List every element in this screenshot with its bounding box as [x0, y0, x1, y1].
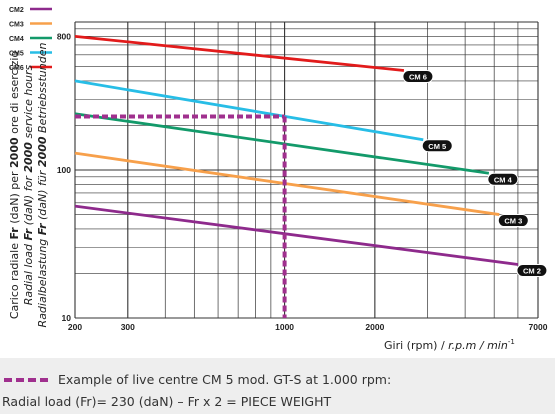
caption-panel: Example of live centre CM 5 mod. GT-S at… — [0, 358, 555, 414]
x-tick-label: 200 — [68, 322, 82, 332]
series-line-cm2 — [74, 204, 519, 266]
x-tick-label: 1000 — [275, 322, 294, 332]
series-tag-cm6 — [402, 70, 434, 84]
example-dash-icon — [4, 378, 48, 382]
series-tag-label: CM 5 — [428, 142, 446, 151]
legend-label: CM5 — [9, 51, 24, 58]
chart-area: 200 300 1000 2000 7000 10 100 800 CM 6 CM 5 CM 4 CM… — [8, 7, 548, 352]
x-tick-label: 7000 — [529, 322, 548, 332]
y-axis-label-line: Radialbelastung Fr (daN) für 2000 Betrie… — [36, 43, 49, 328]
series-line-cm4 — [74, 112, 490, 175]
x-axis-label: Giri (rpm) / r.p.m / min-1 — [384, 338, 515, 352]
y-tick-label: 100 — [57, 165, 71, 175]
series-tag-cm4 — [487, 172, 519, 186]
series-tag-cm5 — [421, 139, 453, 153]
caption-line-2: Radial load (Fr)= 230 (daN) – Fr x 2 = P… — [2, 394, 332, 409]
caption-line-1: Example of live centre CM 5 mod. GT-S at… — [58, 372, 392, 387]
series-tag-label: CM 2 — [523, 266, 541, 275]
y-tick-label: 800 — [57, 31, 71, 41]
series-tag-label: CM 6 — [409, 73, 427, 82]
series-tag-cm3 — [497, 214, 529, 228]
legend-label: CM2 — [9, 7, 24, 14]
y-axis-label-line: Carico radiale Fr (daN) per 2000 ore di … — [8, 51, 21, 320]
radial-load-chart: 200 300 1000 2000 7000 10 100 800 CM 6 CM 5 CM 4 CM… — [8, 7, 548, 352]
series-line-cm3 — [74, 151, 500, 216]
series-line-cm6 — [74, 34, 405, 72]
x-tick-label: 2000 — [365, 322, 384, 332]
series-tag-label: CM 3 — [504, 217, 522, 226]
x-tick-label: 300 — [121, 322, 135, 332]
y-tick-label: 10 — [62, 313, 72, 323]
series-line-cm5 — [74, 79, 424, 142]
legend-label: CM3 — [9, 22, 24, 29]
legend-label: CM6 — [9, 65, 24, 72]
y-axis-label-line: Radial load Fr (daN) for 2000 service ho… — [22, 64, 35, 305]
legend-label: CM4 — [9, 36, 24, 43]
series-tag-cm2 — [516, 263, 548, 277]
series-tag-label: CM 4 — [494, 175, 513, 184]
